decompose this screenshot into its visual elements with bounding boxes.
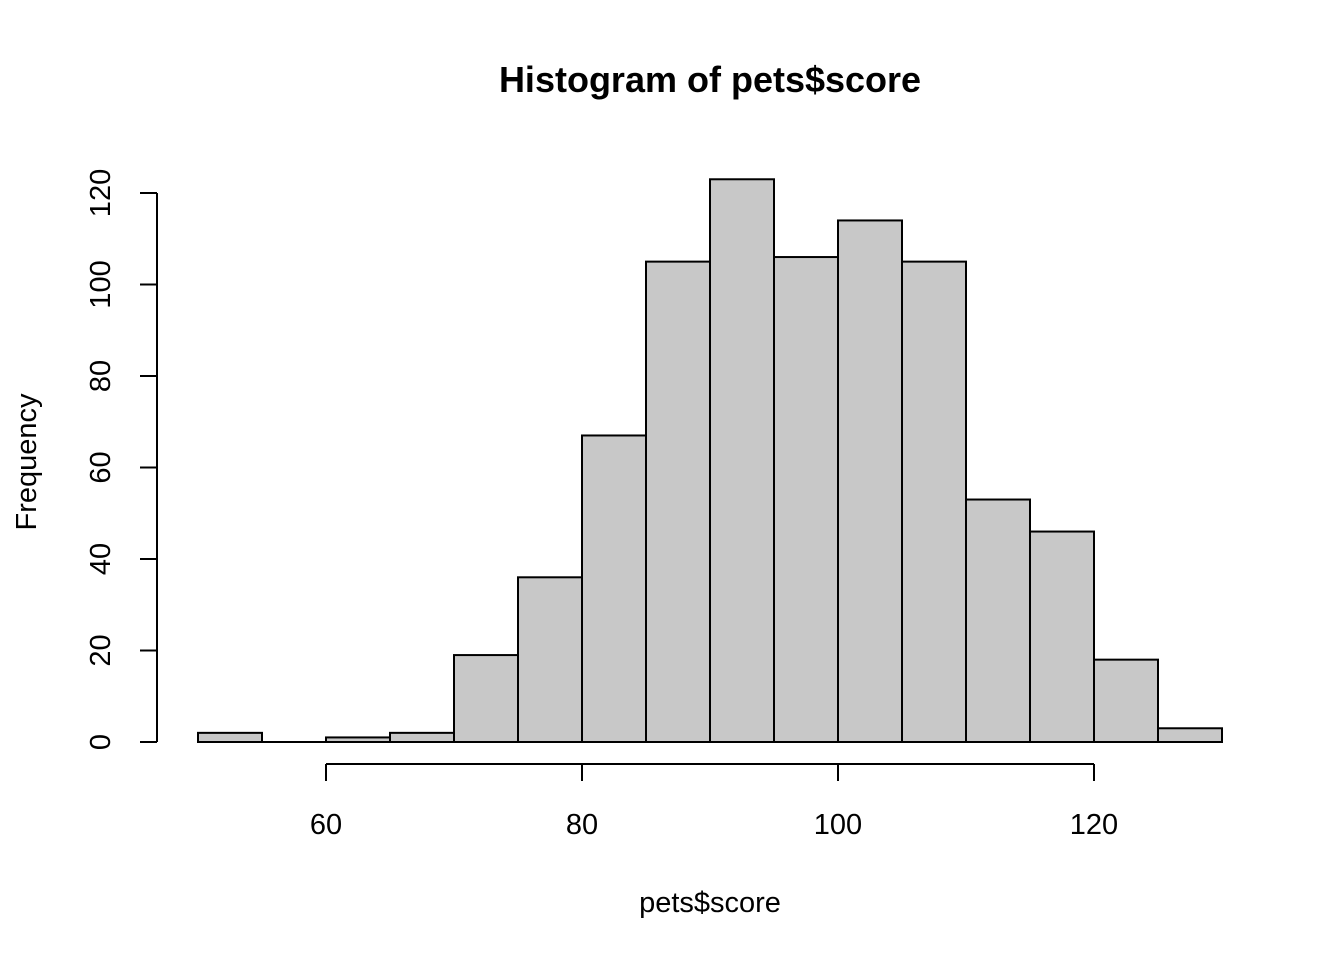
x-tick-label: 120: [1070, 809, 1118, 841]
y-tick-label: 0: [85, 734, 117, 750]
x-tick-label: 100: [814, 809, 862, 841]
histogram-bar: [709, 178, 775, 743]
histogram-bar: [197, 731, 263, 743]
histogram-bar: [837, 219, 903, 743]
histogram-bar: [1157, 727, 1223, 744]
histogram-bar: [389, 731, 455, 743]
x-axis-label: pets$score: [639, 887, 781, 919]
histogram-bar: [453, 654, 519, 744]
histogram-bar: [1029, 530, 1095, 743]
x-tick-label: 60: [310, 809, 342, 841]
histogram-bar: [517, 576, 583, 743]
bars-group: [197, 178, 1223, 744]
y-tick-label: 60: [85, 451, 117, 483]
histogram-bar: [965, 498, 1031, 743]
histogram-bar: [1093, 658, 1159, 744]
x-tick-label: 80: [566, 809, 598, 841]
y-tick-label: 20: [85, 634, 117, 666]
y-tick-label: 100: [85, 260, 117, 308]
y-axis-label: Frequency: [11, 393, 43, 531]
y-axis: 0 20 40 60 80 100 120: [85, 169, 158, 750]
y-tick-label: 80: [85, 360, 117, 392]
histogram-bar: [325, 736, 391, 743]
chart-title: Histogram of pets$score: [499, 59, 921, 100]
histogram-bar: [581, 434, 647, 743]
histogram-bar: [773, 256, 839, 743]
histogram-bar: [901, 260, 967, 743]
y-tick-label: 40: [85, 543, 117, 575]
y-tick-label: 120: [85, 169, 117, 217]
histogram-bar: [645, 260, 711, 743]
x-axis: 60 80 100 120: [310, 763, 1118, 841]
